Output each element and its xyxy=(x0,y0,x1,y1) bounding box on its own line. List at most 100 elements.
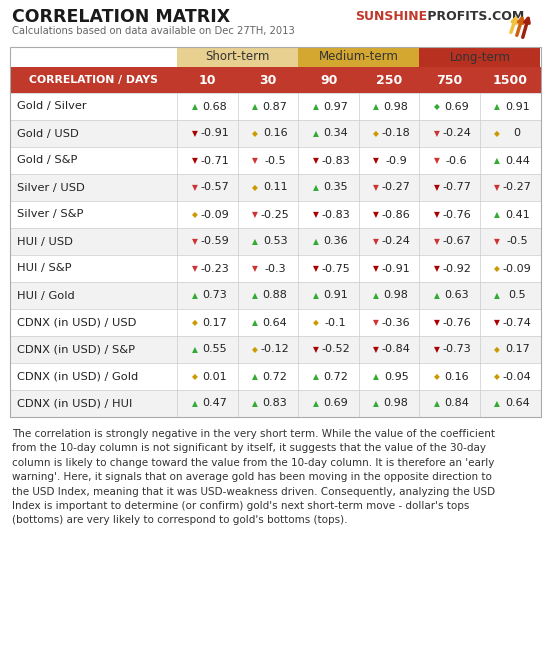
Text: -0.76: -0.76 xyxy=(442,210,471,219)
Text: CDNX (in USD) / USD: CDNX (in USD) / USD xyxy=(17,317,137,328)
Text: Long-term: Long-term xyxy=(450,51,510,64)
Text: 0.84: 0.84 xyxy=(444,398,469,408)
Text: ▲: ▲ xyxy=(373,291,379,300)
Text: ◆: ◆ xyxy=(252,183,258,192)
Text: -0.5: -0.5 xyxy=(506,236,528,247)
Text: ▼: ▼ xyxy=(312,156,318,165)
Text: 0.91: 0.91 xyxy=(505,101,530,112)
Text: HUI / S&P: HUI / S&P xyxy=(17,263,72,273)
Text: 0.64: 0.64 xyxy=(263,317,288,328)
Text: 0: 0 xyxy=(514,129,521,138)
Text: -0.91: -0.91 xyxy=(382,263,410,273)
Text: -0.24: -0.24 xyxy=(442,129,471,138)
Text: -0.74: -0.74 xyxy=(503,317,532,328)
Text: ◆: ◆ xyxy=(373,129,379,138)
Text: 750: 750 xyxy=(436,73,463,86)
Text: ▲: ▲ xyxy=(252,102,258,111)
Text: ◆: ◆ xyxy=(434,102,440,111)
Text: SUNSHINE: SUNSHINE xyxy=(355,10,427,23)
Text: 0.55: 0.55 xyxy=(202,345,227,354)
Text: 0.83: 0.83 xyxy=(263,398,288,408)
Bar xyxy=(10,309,541,336)
Text: 0.88: 0.88 xyxy=(263,291,288,300)
Text: ▲: ▲ xyxy=(252,399,258,408)
Text: Gold / S&P: Gold / S&P xyxy=(17,156,77,165)
Text: -0.24: -0.24 xyxy=(382,236,410,247)
Text: -0.83: -0.83 xyxy=(321,210,350,219)
Bar xyxy=(10,147,541,174)
Text: Silver / USD: Silver / USD xyxy=(17,182,85,193)
Text: ▼: ▼ xyxy=(192,183,197,192)
Text: -0.25: -0.25 xyxy=(261,210,289,219)
Text: ▲: ▲ xyxy=(312,129,318,138)
Text: ▼: ▼ xyxy=(434,264,440,273)
Text: ▲: ▲ xyxy=(252,318,258,327)
Text: ◆: ◆ xyxy=(494,264,500,273)
Text: -0.59: -0.59 xyxy=(200,236,229,247)
Text: ▲: ▲ xyxy=(434,291,440,300)
Text: ▼: ▼ xyxy=(252,156,258,165)
Text: ▼: ▼ xyxy=(434,129,440,138)
Text: -0.09: -0.09 xyxy=(200,210,229,219)
Text: ▼: ▼ xyxy=(373,237,379,246)
Text: -0.27: -0.27 xyxy=(382,182,410,193)
Text: ▼: ▼ xyxy=(312,210,318,219)
Text: ◆: ◆ xyxy=(252,345,258,354)
Text: 0.44: 0.44 xyxy=(505,156,530,165)
Text: ◆: ◆ xyxy=(434,372,440,381)
Text: ▼: ▼ xyxy=(373,264,379,273)
Text: ▲: ▲ xyxy=(312,183,318,192)
Text: ◆: ◆ xyxy=(192,372,197,381)
Bar xyxy=(10,282,541,309)
Text: -0.76: -0.76 xyxy=(442,317,471,328)
Text: ▼: ▼ xyxy=(312,345,318,354)
Text: 0.87: 0.87 xyxy=(263,101,288,112)
Text: ◆: ◆ xyxy=(192,318,197,327)
Text: ▼: ▼ xyxy=(373,156,379,165)
Text: 10: 10 xyxy=(199,73,217,86)
Text: -0.1: -0.1 xyxy=(325,317,347,328)
Text: ◆: ◆ xyxy=(192,210,197,219)
Text: ▲: ▲ xyxy=(312,291,318,300)
Text: ▼: ▼ xyxy=(192,156,197,165)
Text: -0.86: -0.86 xyxy=(382,210,410,219)
Bar xyxy=(419,47,541,67)
Text: 0.41: 0.41 xyxy=(505,210,530,219)
Text: 0.63: 0.63 xyxy=(444,291,469,300)
Text: 0.47: 0.47 xyxy=(202,398,227,408)
Text: 0.95: 0.95 xyxy=(383,371,408,382)
Text: -0.73: -0.73 xyxy=(442,345,471,354)
Text: 0.73: 0.73 xyxy=(202,291,227,300)
Text: -0.6: -0.6 xyxy=(446,156,467,165)
Text: HUI / USD: HUI / USD xyxy=(17,236,73,247)
Text: ◆: ◆ xyxy=(494,372,500,381)
Text: -0.52: -0.52 xyxy=(321,345,350,354)
Text: CDNX (in USD) / S&P: CDNX (in USD) / S&P xyxy=(17,345,135,354)
Text: 250: 250 xyxy=(376,73,402,86)
Text: ▼: ▼ xyxy=(192,129,197,138)
Bar xyxy=(298,47,419,67)
Bar xyxy=(10,228,541,255)
Text: ◆: ◆ xyxy=(252,129,258,138)
Text: 0.98: 0.98 xyxy=(383,291,409,300)
Text: ▲: ▲ xyxy=(494,102,500,111)
Text: ▲: ▲ xyxy=(312,237,318,246)
Text: -0.57: -0.57 xyxy=(200,182,229,193)
Text: -0.9: -0.9 xyxy=(385,156,407,165)
Text: -0.3: -0.3 xyxy=(264,263,286,273)
Text: ▲: ▲ xyxy=(252,372,258,381)
Text: 30: 30 xyxy=(260,73,277,86)
Text: 0.98: 0.98 xyxy=(383,101,409,112)
Bar xyxy=(10,390,541,417)
Text: -0.71: -0.71 xyxy=(200,156,229,165)
Text: -0.36: -0.36 xyxy=(382,317,410,328)
Text: CORRELATION / DAYS: CORRELATION / DAYS xyxy=(29,75,158,85)
Text: 0.97: 0.97 xyxy=(323,101,348,112)
Text: ▼: ▼ xyxy=(373,210,379,219)
Text: Silver / S&P: Silver / S&P xyxy=(17,210,83,219)
Bar xyxy=(10,47,541,417)
Text: ▼: ▼ xyxy=(252,210,258,219)
Text: Gold / Silver: Gold / Silver xyxy=(17,101,87,112)
Text: ▲: ▲ xyxy=(373,399,379,408)
Text: -0.83: -0.83 xyxy=(321,156,350,165)
